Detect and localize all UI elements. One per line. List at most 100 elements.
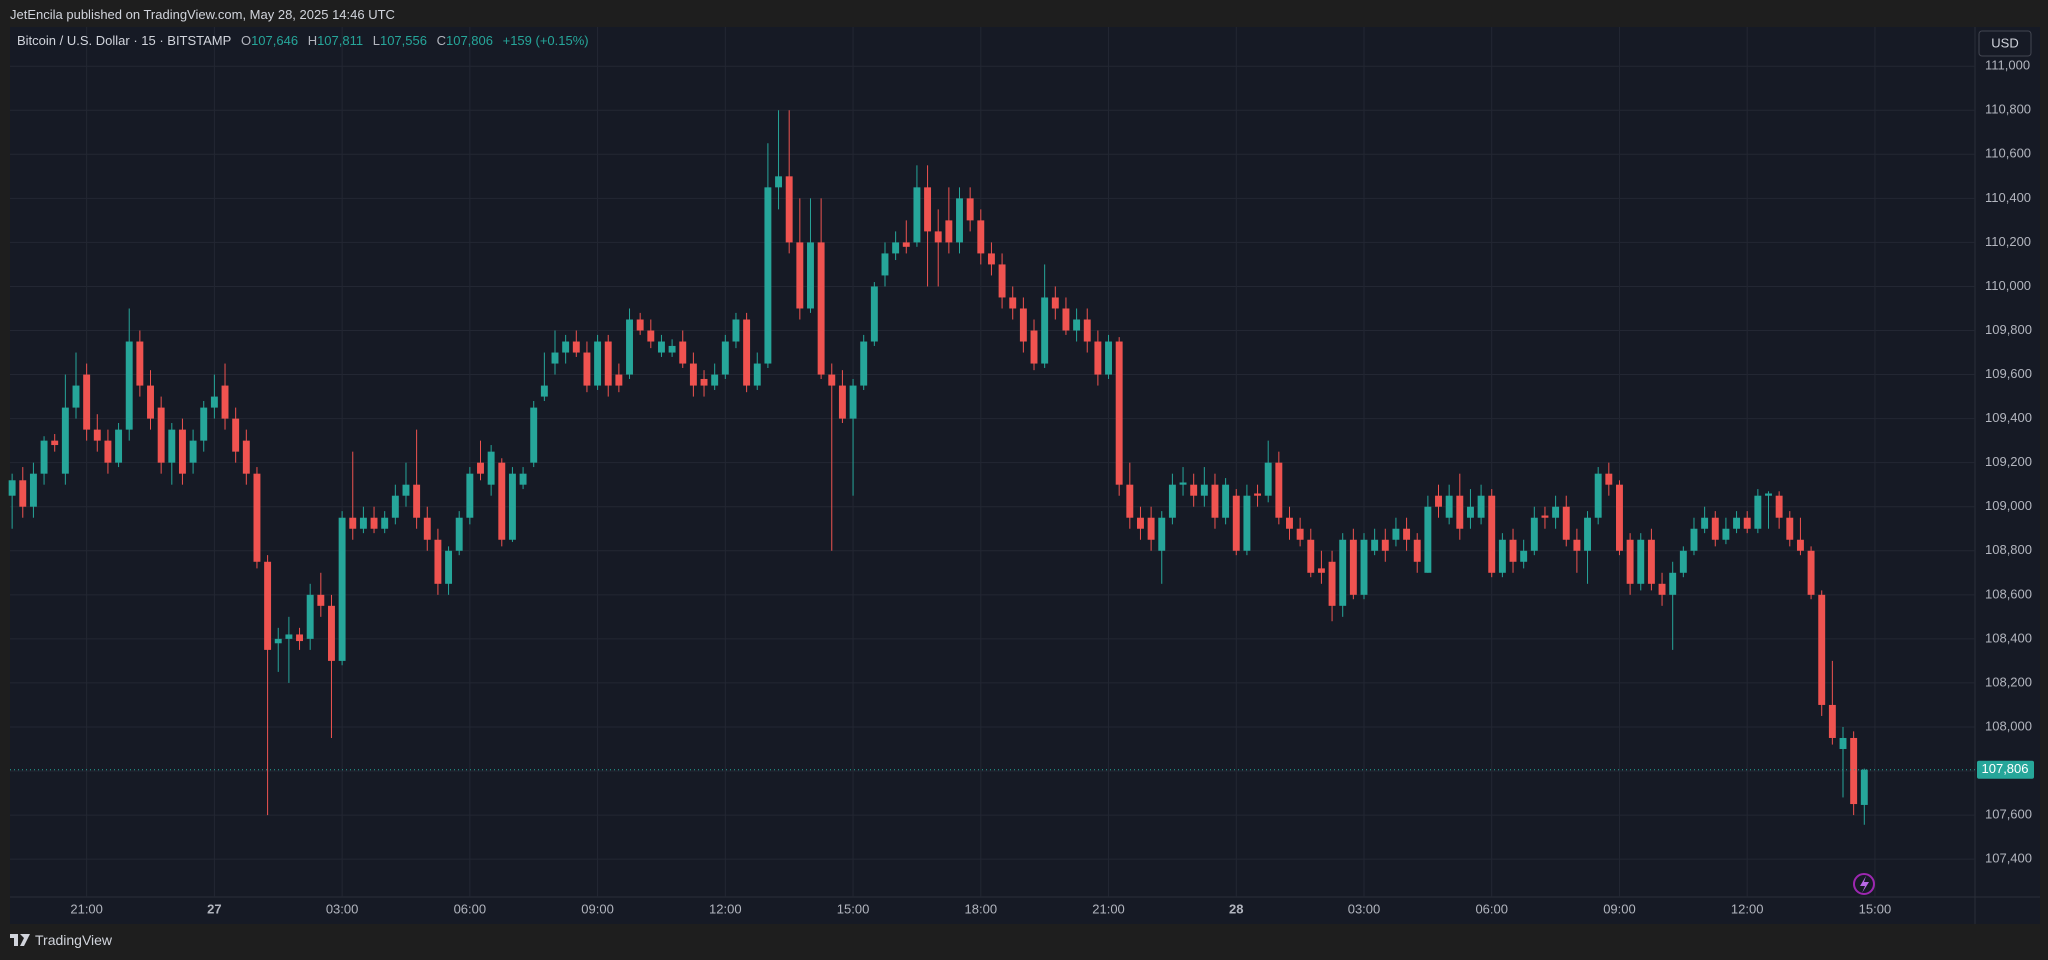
candle-body — [913, 187, 921, 243]
candle-body — [689, 363, 697, 386]
y-tick-label: 108,400 — [1985, 630, 2032, 645]
x-tick-label: 12:00 — [1731, 901, 1764, 916]
candle-body — [1584, 517, 1591, 551]
candle-body — [1115, 341, 1123, 485]
candle-body — [434, 539, 442, 584]
candle-body — [402, 484, 410, 496]
candle-body — [1339, 539, 1347, 606]
candle-body — [296, 634, 303, 642]
low-value: 107,556 — [379, 33, 427, 48]
candle-body — [572, 341, 580, 353]
candle-body — [657, 341, 665, 353]
y-tick-label: 108,000 — [1985, 718, 2032, 733]
x-tick-label: 03:00 — [326, 901, 359, 916]
candle-body — [93, 429, 101, 441]
candle-body — [668, 345, 676, 353]
candle-body — [934, 231, 942, 243]
x-tick-label: 15:00 — [1859, 901, 1892, 916]
footer[interactable]: TradingView — [10, 932, 112, 948]
candle-body — [1754, 495, 1762, 529]
candle-body — [1818, 594, 1826, 705]
candle-body — [1200, 484, 1208, 496]
candle-body — [1158, 517, 1166, 551]
x-tick-label: 18:00 — [965, 901, 998, 916]
candle-body — [1328, 561, 1336, 606]
candle-body — [51, 440, 59, 446]
candle-body — [1349, 539, 1357, 595]
candle-body — [1701, 517, 1709, 529]
candle-body — [168, 429, 176, 463]
candle-body — [838, 385, 846, 419]
candle-body — [455, 517, 463, 551]
candle-body — [1137, 517, 1144, 529]
candle-body — [679, 341, 687, 364]
candle-body — [743, 319, 751, 386]
legend: Bitcoin / U.S. Dollar · 15 · BITSTAMP O1… — [17, 33, 595, 48]
candle-body — [1222, 484, 1230, 518]
candle-body — [987, 253, 995, 265]
candle-body — [1722, 528, 1730, 540]
candle-body — [1477, 495, 1485, 518]
candle-body — [306, 594, 314, 639]
candle-body — [594, 341, 602, 386]
y-tick-label: 110,400 — [1985, 190, 2031, 205]
candle-body — [1083, 319, 1091, 342]
candle-body — [1509, 539, 1517, 562]
x-tick-label: 21:00 — [70, 901, 103, 916]
candle-body — [636, 319, 644, 331]
candle-body — [1520, 550, 1528, 562]
candle-body — [562, 341, 570, 353]
candle-body — [1860, 769, 1868, 805]
currency-box[interactable] — [1978, 30, 2032, 57]
y-tick-label: 108,800 — [1985, 542, 2032, 557]
candle-body — [1594, 473, 1602, 518]
candle-body — [1211, 484, 1219, 518]
candle-body — [1637, 539, 1645, 584]
candle-body — [413, 484, 421, 518]
candle-body — [1317, 568, 1325, 573]
candle-body — [83, 374, 91, 430]
candle-body — [359, 517, 367, 529]
candle-body — [1168, 484, 1176, 518]
candle-body — [583, 352, 591, 386]
candle-body — [370, 517, 378, 529]
last-price-label: 107,806 — [1982, 761, 2029, 776]
candle-body — [1051, 297, 1059, 309]
candle-body — [1626, 539, 1634, 584]
lightning-icon[interactable] — [1853, 873, 1875, 895]
last-price-tag — [1977, 760, 2034, 779]
candle-body — [232, 418, 240, 452]
x-tick-label: 06:00 — [1475, 901, 1508, 916]
candle-body — [1711, 517, 1719, 540]
candle-body — [1669, 572, 1677, 595]
change: +159 (+0.15%) — [502, 33, 589, 48]
candle-body — [1030, 330, 1038, 364]
candle-body — [210, 396, 218, 408]
candle-body — [1839, 737, 1847, 749]
candle-body — [1381, 539, 1389, 551]
x-tick-label: 09:00 — [581, 901, 614, 916]
x-tick-label: 15:00 — [837, 901, 870, 916]
candle-body — [1126, 484, 1134, 518]
candle-body — [1796, 539, 1804, 551]
y-tick-label: 109,600 — [1985, 366, 2032, 381]
candle-body — [1445, 495, 1453, 518]
candle-body — [1105, 341, 1112, 375]
candle-body — [253, 473, 261, 562]
candle-body — [1647, 539, 1655, 584]
low-key: L — [372, 33, 380, 48]
candle-body — [924, 187, 932, 232]
candle-body — [977, 220, 985, 254]
chart-background — [10, 27, 2040, 924]
candle-body — [1371, 539, 1379, 551]
high-value: 107,811 — [317, 33, 364, 48]
candle-body — [1073, 319, 1081, 331]
candle-body — [1530, 517, 1538, 551]
candle-body — [242, 440, 250, 474]
candle-body — [1286, 517, 1293, 529]
candle-body — [274, 638, 282, 644]
candle-body — [817, 242, 825, 375]
candle-body — [700, 378, 708, 386]
currency[interactable]: USD — [1991, 35, 2018, 50]
